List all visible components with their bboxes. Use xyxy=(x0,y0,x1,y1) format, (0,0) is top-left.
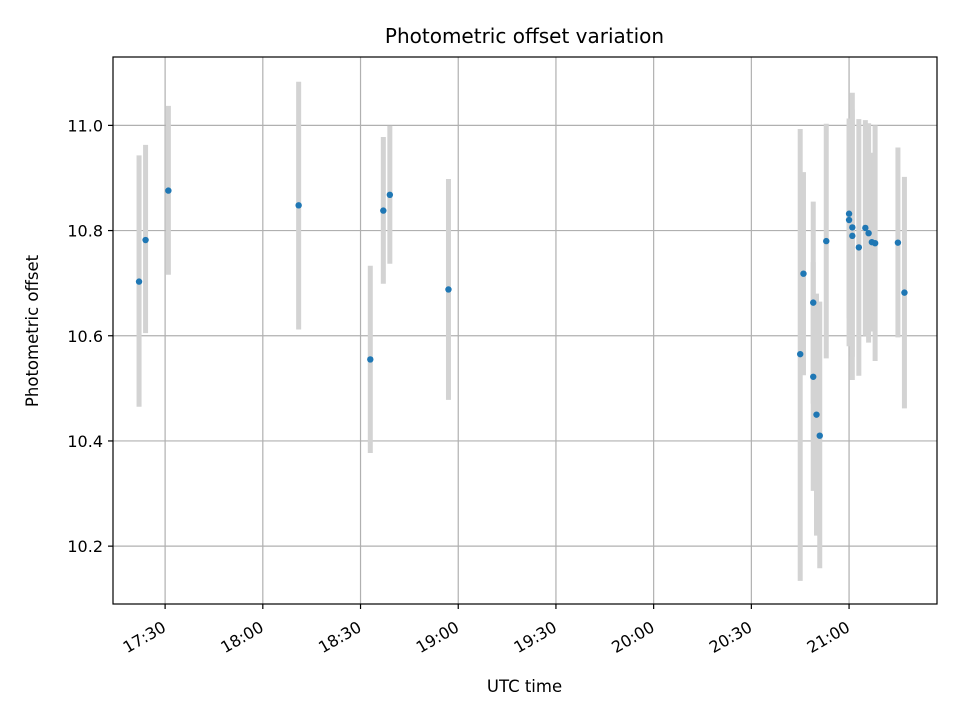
data-point xyxy=(865,229,872,237)
y-tick-label: 10.4 xyxy=(67,432,103,451)
data-point xyxy=(845,216,853,224)
data-point xyxy=(800,270,807,277)
data-point xyxy=(823,237,830,245)
data-point xyxy=(135,278,143,285)
data-point xyxy=(894,239,902,246)
data-point xyxy=(367,356,374,363)
data-point xyxy=(445,286,452,293)
y-tick-label: 10.6 xyxy=(67,327,103,346)
y-tick-label: 10.2 xyxy=(67,537,103,556)
data-point xyxy=(849,232,856,240)
data-point xyxy=(845,210,853,217)
data-point xyxy=(810,299,817,306)
y-axis-label: Photometric offset xyxy=(23,254,42,407)
data-point xyxy=(862,224,869,232)
data-point xyxy=(855,244,863,251)
data-point xyxy=(849,224,856,231)
data-point xyxy=(797,350,804,358)
plot-frame xyxy=(112,56,938,605)
data-point xyxy=(871,239,879,247)
data-point xyxy=(813,411,820,418)
chart-title: Photometric offset variation xyxy=(385,24,664,48)
y-ticks: 10.2 10.4 10.6 10.8 11.0 xyxy=(67,116,113,556)
data-point xyxy=(810,373,817,380)
data-point xyxy=(165,187,172,194)
data-point xyxy=(901,289,908,296)
data-point xyxy=(386,191,394,199)
data-point xyxy=(816,432,823,439)
data-point xyxy=(380,207,387,214)
x-axis-label: UTC time xyxy=(487,677,562,696)
y-tick-label: 10.8 xyxy=(67,222,103,241)
data-points xyxy=(135,187,908,439)
data-point xyxy=(295,202,302,209)
data-point xyxy=(142,236,149,244)
y-tick-label: 11.0 xyxy=(67,116,103,135)
